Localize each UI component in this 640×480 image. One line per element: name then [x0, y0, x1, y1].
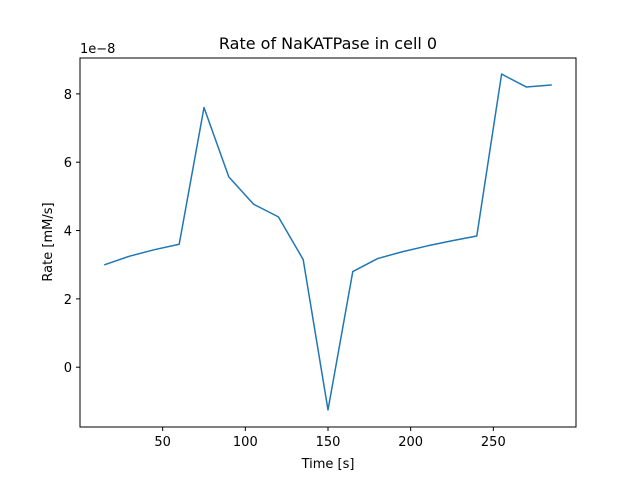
plot-area: [104, 73, 552, 411]
y-tick-label: 6: [64, 156, 72, 171]
y-tick-label: 2: [64, 293, 72, 308]
y-offset-label: 1e−8: [80, 42, 115, 57]
x-tick-label: 150: [316, 435, 341, 450]
y-tick-label: 8: [64, 88, 72, 103]
chart-title: Rate of NaKATPase in cell 0: [219, 34, 437, 53]
y-tick-label: 0: [64, 361, 72, 376]
x-tick-label: 50: [154, 435, 171, 450]
x-tick-label: 200: [398, 435, 423, 450]
y-axis-ticks: 0 2 4 6 8: [64, 88, 80, 376]
y-tick-label: 4: [64, 225, 72, 240]
x-tick-label: 250: [481, 435, 506, 450]
x-axis-label: Time [s]: [301, 457, 355, 472]
x-axis-ticks: 50 100 150 200 250: [154, 427, 506, 450]
y-axis-label: Rate [mM/s]: [41, 202, 56, 281]
x-tick-label: 100: [233, 435, 258, 450]
